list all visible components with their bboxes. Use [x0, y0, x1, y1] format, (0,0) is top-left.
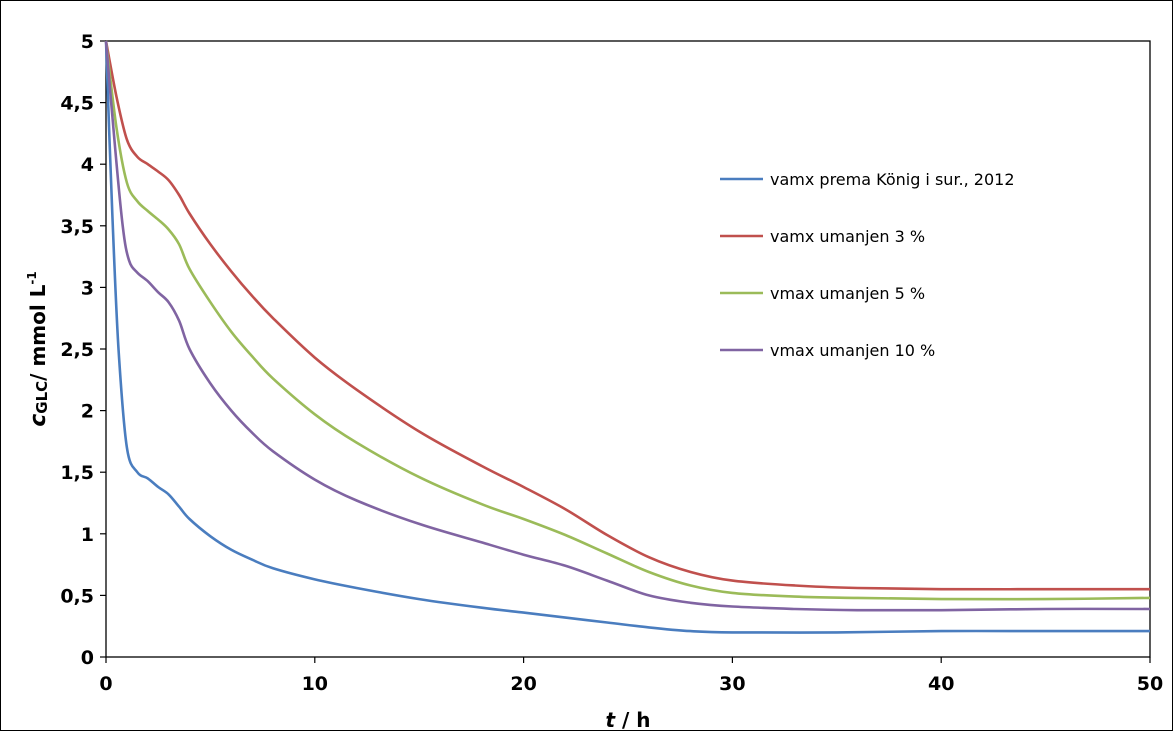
y-tick-label: 4 [81, 154, 94, 176]
series-line-3 [104, 40, 1151, 601]
x-axis-title-var: t [605, 708, 616, 732]
series-lines [104, 40, 1151, 634]
x-tick-label: 20 [510, 673, 536, 695]
y-tick-label: 3,5 [60, 216, 94, 238]
x-axis-title: t / h [605, 708, 650, 732]
series-line-2 [104, 40, 1150, 591]
y-tick-label: 5 [81, 31, 94, 53]
y-axis-title-unit: / mmol L [26, 284, 50, 381]
legend-label: vmax umanjen 5 % [770, 284, 925, 303]
y-axis-title-var: c [26, 414, 51, 427]
legend-label: vmax umanjen 10 % [770, 341, 935, 360]
x-axis-ticks: 0 10 20 30 40 50 [99, 657, 1163, 695]
x-tick-label: 0 [99, 673, 112, 695]
y-tick-label: 4,5 [60, 93, 94, 115]
x-tick-label: 10 [302, 673, 328, 695]
y-axis-ticks: 0 0,5 1 1,5 2 2,5 3 3,5 4 4,5 5 [60, 31, 106, 669]
y-axis-title: cGLC/ mmol L-1 [25, 271, 51, 427]
y-tick-label: 2,5 [60, 339, 94, 361]
y-axis-title-sub: GLC [33, 381, 51, 414]
legend-label: vamx prema König i sur., 2012 [770, 170, 1015, 189]
x-tick-label: 40 [928, 673, 954, 695]
series-line-4 [104, 40, 1151, 612]
y-tick-label: 1,5 [60, 462, 94, 484]
y-tick-label: 1 [81, 524, 94, 546]
y-tick-label: 0,5 [60, 585, 94, 607]
y-tick-label: 0 [81, 647, 94, 669]
series-line-1 [104, 40, 1150, 634]
x-axis-title-unit: / h [615, 708, 650, 732]
y-axis-title-sup: -1 [25, 271, 39, 284]
x-tick-label: 30 [719, 673, 745, 695]
y-tick-label: 3 [81, 277, 94, 299]
legend: vamx prema König i sur., 2012 vamx umanje… [720, 170, 1015, 360]
y-tick-label: 2 [81, 401, 94, 423]
x-tick-label: 50 [1137, 673, 1163, 695]
legend-label: vamx umanjen 3 % [770, 227, 925, 246]
